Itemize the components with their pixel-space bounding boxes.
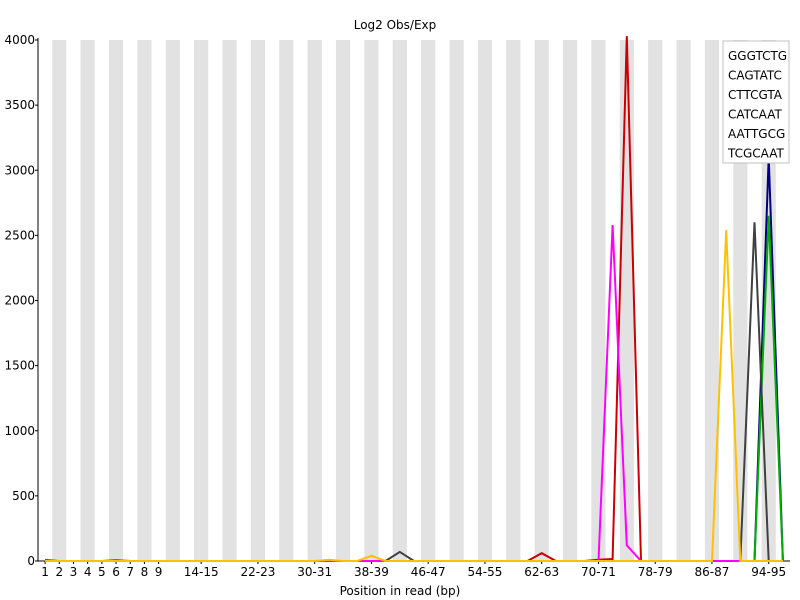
- x-tick-label: 30-31: [297, 565, 332, 579]
- grid-band: [591, 40, 606, 561]
- y-tick-label: 4000: [4, 33, 35, 47]
- grid-bands: [52, 40, 776, 561]
- grid-band: [250, 40, 266, 561]
- legend-entry: TCGCAAT: [727, 147, 785, 161]
- y-axis-ticks: 0 500 1000 1500 2000 2500 3000 3500 4000: [4, 33, 38, 568]
- x-tick-label: 8: [141, 565, 149, 579]
- grid-band: [562, 40, 578, 561]
- grid-band: [222, 40, 237, 561]
- grid-band: [761, 40, 776, 561]
- grid-band: [704, 40, 720, 561]
- grid-band: [335, 40, 351, 561]
- x-tick-label: 1: [41, 565, 49, 579]
- x-tick-label: 6: [112, 565, 120, 579]
- y-tick-label: 500: [12, 489, 35, 503]
- x-axis-ticks: 1 2 3 4 5 6 7 8 9 14-15 22-23 30-31 38-39 46-47 54-55 6…: [41, 561, 786, 579]
- grid-band: [165, 40, 180, 561]
- grid-band: [506, 40, 521, 561]
- grid-band: [80, 40, 95, 561]
- grid-band: [477, 40, 493, 561]
- series-line-tcgcaat: [45, 230, 783, 562]
- x-axis-label: Position in read (bp): [340, 584, 461, 598]
- grid-band: [421, 40, 436, 561]
- x-tick-label: 38-39: [354, 565, 389, 579]
- legend-entry: GGGTCTG: [728, 49, 787, 63]
- x-tick-label: 3: [70, 565, 78, 579]
- grid-band: [449, 40, 464, 561]
- x-tick-label: 14-15: [184, 565, 219, 579]
- grid-band: [279, 40, 294, 561]
- y-tick-label: 2500: [4, 228, 35, 242]
- series-line-gggtctg: [45, 36, 783, 562]
- chart-title: Log2 Obs/Exp: [354, 18, 437, 32]
- y-tick-label: 1000: [4, 424, 35, 438]
- series-lines: [45, 36, 784, 562]
- y-tick-label: 3000: [4, 163, 35, 177]
- series-line-cttcgta: [45, 215, 784, 562]
- y-tick-label: 1500: [4, 359, 35, 373]
- grid-band: [676, 40, 691, 561]
- grid-band: [392, 40, 407, 561]
- legend: GGGTCTG CAGTATC CTTCGTA CATCAAT AATTGCG TCGCA…: [722, 40, 790, 164]
- y-tick-label: 2000: [4, 294, 35, 308]
- grid-band: [52, 40, 67, 561]
- grid-band: [307, 40, 322, 561]
- legend-box: [722, 40, 790, 164]
- grid-band: [733, 40, 748, 561]
- series-line-aattgcg: [45, 224, 783, 562]
- x-tick-label: 7: [126, 565, 134, 579]
- x-tick-label: 22-23: [240, 565, 275, 579]
- y-tick-label: 3500: [4, 98, 35, 112]
- series-line-catcaat: [45, 222, 783, 562]
- x-tick-label: 2: [55, 565, 63, 579]
- grid-band: [619, 40, 634, 561]
- x-tick-label: 54-55: [468, 565, 503, 579]
- x-tick-label: 94-95: [751, 565, 786, 579]
- grid-band: [534, 40, 549, 561]
- x-tick-label: 4: [84, 565, 92, 579]
- x-tick-label: 70-71: [581, 565, 616, 579]
- x-tick-label: 62-63: [524, 565, 559, 579]
- x-tick-label: 86-87: [695, 565, 730, 579]
- legend-entry: CATCAAT: [728, 108, 782, 122]
- grid-band: [137, 40, 152, 561]
- grid-band: [108, 40, 124, 561]
- grid-band: [648, 40, 663, 561]
- series-line-cagtatc: [45, 157, 784, 562]
- x-tick-label: 5: [98, 565, 106, 579]
- grid-band: [364, 40, 379, 561]
- x-tick-label: 9: [155, 565, 163, 579]
- y-tick-label: 0: [27, 554, 35, 568]
- x-tick-label: 78-79: [638, 565, 673, 579]
- x-tick-label: 46-47: [411, 565, 446, 579]
- legend-entry: AATTGCG: [728, 127, 785, 141]
- grid-band: [194, 40, 209, 561]
- legend-entry: CAGTATC: [728, 69, 782, 83]
- legend-entry: CTTCGTA: [728, 88, 783, 102]
